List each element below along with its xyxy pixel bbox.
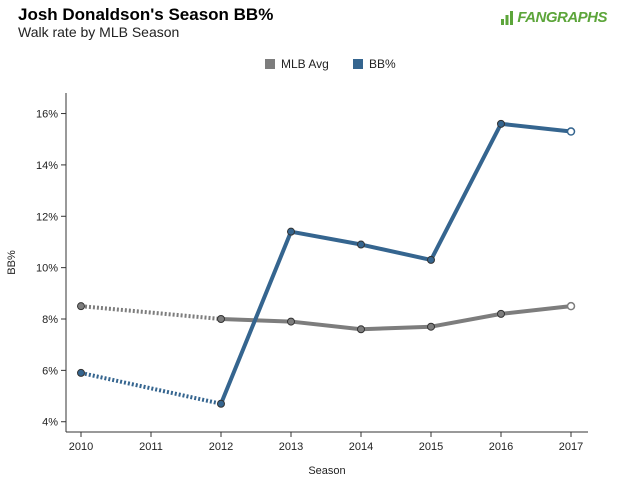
bb-pct-segment xyxy=(289,229,363,247)
y-tick-label: 14% xyxy=(36,160,58,172)
x-axis-label: Season xyxy=(308,465,345,477)
x-tick-label: 2010 xyxy=(69,441,93,453)
legend-label: BB% xyxy=(369,57,396,71)
mlb-avg-segment xyxy=(429,311,503,329)
x-tick-label: 2012 xyxy=(209,441,233,453)
bb-pct-segment xyxy=(499,121,573,134)
x-tick-label: 2014 xyxy=(349,441,373,453)
fangraphs-logo-text: FANGRAPHS xyxy=(517,9,607,26)
legend-label: MLB Avg xyxy=(281,57,329,71)
bb-pct-segment xyxy=(359,242,433,262)
mlb-avg-segment xyxy=(499,304,573,316)
x-tick-label: 2017 xyxy=(559,441,583,453)
mlb-avg-point xyxy=(77,302,85,311)
y-tick-label: 12% xyxy=(36,211,58,223)
x-tick-label: 2015 xyxy=(419,441,443,453)
bb-pct-segment xyxy=(219,229,293,406)
fangraphs-logo[interactable]: FANGRAPHS xyxy=(500,9,607,26)
x-tick-label: 2011 xyxy=(139,441,163,453)
bb-pct-point xyxy=(357,240,365,249)
bb-pct-segment xyxy=(429,121,503,262)
legend-swatch xyxy=(353,59,363,69)
y-tick-label: 6% xyxy=(42,365,58,377)
bb-pct-point xyxy=(217,399,225,408)
mlb-avg-point xyxy=(497,309,505,318)
mlb-avg-segment xyxy=(359,324,433,332)
y-tick-label: 8% xyxy=(42,314,58,326)
mlb-avg-point xyxy=(357,325,365,334)
mlb-avg-segment xyxy=(80,304,222,321)
y-tick-label: 10% xyxy=(36,263,58,275)
x-tick-label: 2013 xyxy=(279,441,303,453)
bb-pct-point xyxy=(287,227,295,236)
y-tick-label: 16% xyxy=(36,109,58,121)
bb-pct-point xyxy=(427,255,435,264)
bb-pct-point xyxy=(77,368,85,377)
mlb-avg-segment xyxy=(289,319,363,332)
mlb-avg-point xyxy=(566,301,576,311)
bb-pct-segment xyxy=(80,370,222,406)
bb-pct-point xyxy=(497,119,505,128)
chart-subtitle: Walk rate by MLB Season xyxy=(18,24,180,40)
chart-title: Josh Donaldson's Season BB% xyxy=(18,5,274,24)
fangraphs-logo-icon xyxy=(501,10,514,25)
y-tick-label: 4% xyxy=(42,417,58,429)
mlb-avg-point xyxy=(217,315,225,323)
bb-pct-point xyxy=(566,127,576,136)
mlb-avg-point xyxy=(427,322,435,331)
mlb-avg-point xyxy=(287,317,295,326)
legend-swatch xyxy=(265,59,275,69)
x-tick-label: 2016 xyxy=(489,441,513,453)
y-axis-label: BB% xyxy=(6,250,18,275)
